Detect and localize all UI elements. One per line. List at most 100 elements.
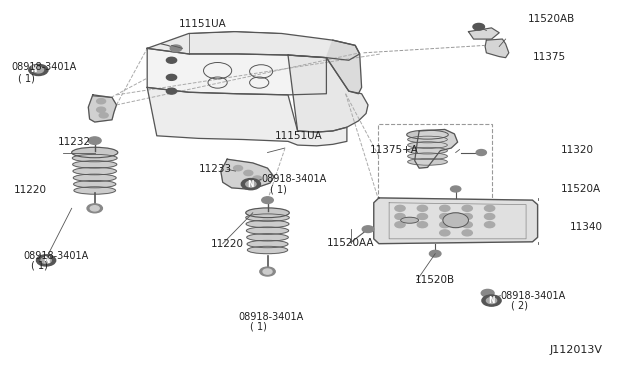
Polygon shape bbox=[88, 95, 116, 122]
Circle shape bbox=[33, 67, 44, 73]
Circle shape bbox=[253, 176, 262, 181]
Circle shape bbox=[451, 186, 461, 192]
Ellipse shape bbox=[408, 158, 447, 165]
Ellipse shape bbox=[407, 130, 449, 139]
Ellipse shape bbox=[408, 147, 447, 154]
Text: 11520B: 11520B bbox=[415, 275, 455, 285]
Ellipse shape bbox=[247, 246, 288, 254]
Circle shape bbox=[241, 179, 260, 190]
Circle shape bbox=[484, 222, 495, 228]
Circle shape bbox=[395, 214, 405, 219]
Ellipse shape bbox=[246, 234, 288, 241]
Text: 11320: 11320 bbox=[561, 145, 594, 154]
Circle shape bbox=[486, 298, 497, 304]
Circle shape bbox=[417, 205, 428, 211]
Circle shape bbox=[170, 45, 182, 52]
Text: 11375+A: 11375+A bbox=[370, 145, 419, 154]
Text: N: N bbox=[43, 256, 49, 265]
Circle shape bbox=[362, 226, 374, 232]
Circle shape bbox=[246, 181, 256, 187]
Circle shape bbox=[29, 64, 48, 76]
Text: 11340: 11340 bbox=[570, 222, 603, 232]
Circle shape bbox=[97, 107, 106, 112]
Text: ( 1): ( 1) bbox=[18, 73, 35, 83]
Ellipse shape bbox=[72, 147, 118, 158]
Text: ( 1): ( 1) bbox=[250, 322, 266, 331]
Circle shape bbox=[166, 88, 177, 94]
Text: 11520AA: 11520AA bbox=[326, 238, 374, 247]
Circle shape bbox=[417, 214, 428, 219]
Circle shape bbox=[440, 205, 450, 211]
Circle shape bbox=[395, 205, 405, 211]
Text: N: N bbox=[248, 180, 254, 189]
Ellipse shape bbox=[408, 153, 447, 160]
Ellipse shape bbox=[246, 208, 289, 218]
Text: J112013V: J112013V bbox=[549, 346, 602, 355]
Circle shape bbox=[244, 170, 253, 176]
Circle shape bbox=[260, 267, 275, 276]
Ellipse shape bbox=[246, 220, 289, 228]
Circle shape bbox=[36, 255, 56, 266]
Circle shape bbox=[462, 230, 472, 236]
Circle shape bbox=[462, 222, 472, 228]
Text: 11520A: 11520A bbox=[561, 184, 601, 194]
Ellipse shape bbox=[73, 161, 116, 168]
Text: 08918-3401A: 08918-3401A bbox=[500, 291, 566, 301]
Circle shape bbox=[87, 204, 102, 213]
Circle shape bbox=[417, 222, 428, 228]
Circle shape bbox=[443, 213, 468, 228]
Circle shape bbox=[88, 137, 101, 144]
Text: N: N bbox=[488, 296, 495, 305]
Circle shape bbox=[166, 74, 177, 80]
Ellipse shape bbox=[74, 187, 115, 194]
Circle shape bbox=[440, 214, 450, 219]
Text: 11233: 11233 bbox=[198, 164, 232, 174]
Circle shape bbox=[90, 206, 99, 211]
Circle shape bbox=[97, 99, 106, 104]
Text: 08918-3401A: 08918-3401A bbox=[238, 312, 303, 322]
Text: 11232: 11232 bbox=[58, 137, 91, 147]
Circle shape bbox=[484, 214, 495, 219]
Circle shape bbox=[482, 295, 501, 306]
Ellipse shape bbox=[408, 136, 447, 143]
Circle shape bbox=[395, 222, 405, 228]
Circle shape bbox=[473, 23, 484, 30]
Ellipse shape bbox=[408, 142, 447, 148]
Polygon shape bbox=[485, 39, 509, 58]
Text: 08918-3401A: 08918-3401A bbox=[261, 174, 326, 184]
Ellipse shape bbox=[246, 214, 289, 221]
Bar bbox=[378, 124, 492, 213]
Circle shape bbox=[99, 113, 108, 118]
Circle shape bbox=[476, 150, 486, 155]
Polygon shape bbox=[288, 55, 368, 132]
Ellipse shape bbox=[74, 180, 116, 188]
Ellipse shape bbox=[247, 240, 288, 248]
Text: 11220: 11220 bbox=[211, 239, 244, 248]
Polygon shape bbox=[147, 32, 360, 60]
Circle shape bbox=[234, 166, 243, 171]
Text: ( 1): ( 1) bbox=[270, 185, 287, 195]
Text: 11520AB: 11520AB bbox=[528, 14, 575, 23]
Text: N: N bbox=[31, 65, 37, 74]
Text: ( 1): ( 1) bbox=[31, 261, 47, 271]
Ellipse shape bbox=[73, 167, 116, 175]
Polygon shape bbox=[374, 198, 538, 244]
Polygon shape bbox=[221, 159, 274, 189]
Ellipse shape bbox=[246, 227, 289, 234]
Text: 08918-3401A: 08918-3401A bbox=[12, 62, 77, 72]
Circle shape bbox=[462, 214, 472, 219]
Circle shape bbox=[429, 250, 441, 257]
Ellipse shape bbox=[72, 154, 117, 162]
Ellipse shape bbox=[73, 174, 116, 182]
Circle shape bbox=[484, 205, 495, 211]
Circle shape bbox=[481, 289, 494, 297]
Circle shape bbox=[166, 57, 177, 63]
Polygon shape bbox=[147, 48, 326, 95]
Polygon shape bbox=[415, 129, 458, 168]
Circle shape bbox=[262, 197, 273, 203]
Text: 11151UA: 11151UA bbox=[179, 19, 227, 29]
Ellipse shape bbox=[401, 217, 419, 223]
Text: 11375: 11375 bbox=[532, 52, 566, 61]
Text: ( 2): ( 2) bbox=[511, 301, 528, 311]
Circle shape bbox=[41, 257, 51, 263]
